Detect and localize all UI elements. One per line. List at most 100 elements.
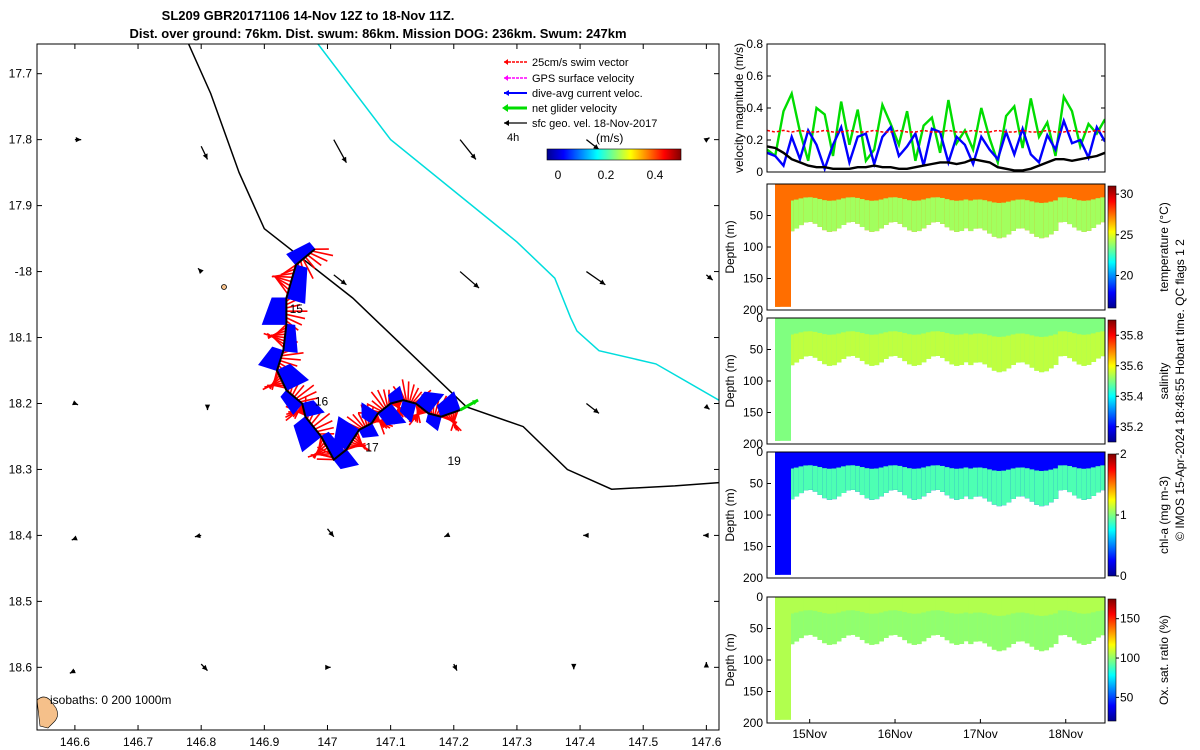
swim-vector	[270, 383, 286, 389]
section-column-deep	[1076, 334, 1082, 365]
section-column-deep	[878, 467, 884, 497]
section-column-deep	[1053, 334, 1059, 365]
section-y-tick-label: 100	[743, 508, 763, 522]
section-column-deep	[1072, 199, 1078, 228]
section-column-deep	[1048, 614, 1054, 648]
section-column-deep	[855, 197, 861, 224]
section-column-deep	[977, 467, 983, 497]
section-column-deep	[907, 468, 913, 499]
map-y-tick-label: 17.9	[9, 199, 33, 213]
section-column-deep	[996, 470, 1002, 507]
section-column-deep	[1072, 612, 1078, 641]
section-column-deep	[808, 465, 814, 490]
velocity-y-tick-label: 0.4	[746, 101, 763, 115]
colorbar-tick-label: 35.6	[1120, 359, 1144, 373]
section-y-tick-label: 50	[750, 622, 764, 636]
section-y-tick-label: 150	[743, 406, 763, 420]
section-column-deep	[925, 611, 932, 638]
section-column-deep	[996, 336, 1002, 373]
section-column-deep	[907, 334, 913, 365]
colorbar-label: Ox. sat. ratio (%)	[1157, 615, 1171, 705]
section-column-deep	[1086, 468, 1092, 499]
section-column-deep	[1057, 197, 1064, 223]
section-column-deep	[1043, 336, 1049, 372]
section-column-deep	[982, 334, 988, 365]
svg-text:net glider velocity: net glider velocity	[532, 103, 617, 115]
svg-text:25cm/s swim vector: 25cm/s swim vector	[532, 57, 629, 69]
section-colorbar	[1107, 453, 1117, 577]
section-first-profile	[775, 597, 791, 720]
section-column-deep	[916, 468, 922, 500]
map-x-tick-label: 147.2	[439, 735, 469, 749]
swim-vector	[286, 317, 303, 326]
section-column-deep	[1057, 331, 1064, 357]
section-column-deep	[793, 467, 800, 497]
section-column-deep	[987, 469, 993, 502]
section-column-deep	[888, 465, 894, 491]
swim-vector	[302, 258, 314, 279]
map-x-tick-label: 147.1	[376, 735, 406, 749]
section-column-deep	[1029, 614, 1035, 647]
swim-vector	[352, 413, 365, 428]
section-column-deep	[940, 610, 946, 637]
map-x-tick-label: 147	[317, 735, 337, 749]
sfc-velocity-arrow	[703, 532, 709, 539]
section-column-deep	[789, 200, 795, 232]
section-column-deep	[1067, 198, 1073, 225]
section-column-deep	[812, 465, 818, 492]
section-column-deep	[1053, 613, 1059, 644]
swim-vector	[401, 379, 408, 402]
map-x-tick-label: 147.6	[691, 735, 721, 749]
section-column-deep	[940, 331, 946, 358]
sfc-velocity-arrow	[703, 137, 710, 143]
section-column-deep	[1100, 331, 1106, 357]
section-y-tick-label: 50	[750, 477, 764, 491]
colorbar-tick-label: 20	[1120, 268, 1134, 282]
section-column-deep	[826, 334, 833, 366]
section-column-deep	[803, 197, 809, 223]
section-column-deep	[883, 611, 889, 638]
section-column-deep	[869, 468, 875, 500]
section-column-deep	[793, 333, 800, 363]
section-x-tick-label: 15Nov	[792, 727, 827, 741]
section-column-deep	[1100, 197, 1106, 223]
section-column-deep	[963, 467, 969, 497]
section-column-deep	[803, 465, 809, 491]
section-column-deep	[1072, 333, 1078, 362]
sfc-velocity-arrow	[69, 668, 76, 674]
section-column-deep	[1039, 336, 1045, 373]
section-column-deep	[940, 465, 946, 492]
section-column-deep	[897, 331, 903, 358]
section-column-deep	[1095, 198, 1101, 225]
section-column-deep	[902, 612, 908, 641]
section-column-deep	[1034, 615, 1040, 650]
section-column-deep	[1024, 334, 1031, 365]
section-column-deep	[845, 197, 851, 223]
sfc-velocity-arrow	[452, 663, 458, 671]
section-column-deep	[1034, 336, 1040, 371]
swim-vector	[408, 384, 415, 403]
section-ylabel: Depth (m)	[723, 488, 737, 541]
map-x-tick-label: 146.8	[186, 735, 216, 749]
section-column-deep	[878, 333, 884, 363]
section-column-deep	[944, 467, 950, 496]
section-column-deep	[1062, 197, 1068, 223]
velocity-series-line-0	[767, 89, 1105, 168]
section-column-deep	[1048, 335, 1054, 369]
section-column-deep	[1029, 335, 1035, 368]
legend-item-net: net glider velocity	[502, 103, 617, 115]
section-column-deep	[987, 201, 993, 234]
section-column-deep	[859, 612, 866, 641]
section-column-deep	[836, 467, 842, 497]
section-column-deep	[1086, 200, 1092, 231]
section-y-tick-label: 100	[743, 240, 763, 254]
section-column-deep	[874, 468, 880, 500]
section-column-deep	[812, 610, 818, 637]
section-column-deep	[907, 613, 913, 644]
section-y-tick-label: 0	[756, 590, 763, 604]
section-column-deep	[954, 200, 960, 232]
section-column-deep	[845, 465, 851, 491]
legend-item-sfc: sfc geo. vel. 18-Nov-2017	[504, 118, 657, 130]
section-panel-temperature: Depth (m) 50 100 150 200 20 25 30 temperature (°…	[723, 183, 1171, 317]
